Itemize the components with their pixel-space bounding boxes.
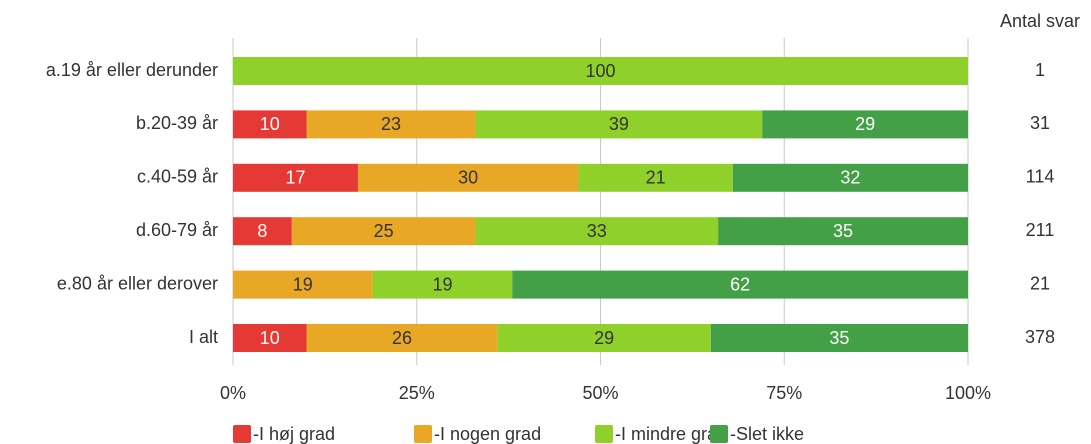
x-tick-label: 100% (945, 383, 991, 403)
count-label: 378 (1025, 327, 1055, 347)
bar-segment (233, 163, 358, 192)
bar-segment (233, 217, 292, 246)
bar-segment (233, 110, 307, 139)
data-label: 30 (458, 168, 478, 188)
bar-segment (497, 324, 711, 352)
bars: 100 10 23 39 29 17 30 21 32 8 25 33 35 19 19 62 10 26 29 35 (233, 57, 968, 352)
bar-segment (233, 270, 373, 299)
data-label: 35 (833, 221, 853, 241)
data-label: 62 (730, 274, 750, 294)
count-label: 114 (1026, 167, 1055, 187)
y-tick-label: I alt (189, 327, 218, 347)
data-label: 29 (594, 328, 614, 348)
y-tick-label: d.60-79 år (136, 220, 218, 240)
bar-segment (306, 324, 498, 352)
data-label: 32 (840, 168, 860, 188)
x-tick-label: 50% (582, 383, 618, 403)
count-label: 31 (1030, 113, 1050, 133)
data-label: 10 (260, 328, 280, 348)
count-header: Antal svar (1000, 11, 1080, 31)
legend-label: -I høj grad (253, 424, 335, 444)
y-tick-label: b.20-39 år (136, 113, 218, 133)
data-label: 23 (381, 114, 401, 134)
data-label: 25 (374, 221, 394, 241)
bar-segment (372, 270, 513, 299)
legend-swatch (595, 425, 613, 443)
legend-label: -Slet ikke (730, 424, 804, 444)
x-tick-label: 0% (220, 383, 246, 403)
y-tick-label: c.40-59 år (137, 167, 218, 187)
grid (232, 38, 969, 365)
legend-swatch (710, 425, 728, 443)
data-label: 10 (260, 114, 280, 134)
data-label: 26 (392, 328, 412, 348)
bar-segment (357, 163, 579, 192)
count-label: 211 (1026, 220, 1055, 240)
legend-label: -I mindre grad (615, 424, 727, 444)
bar-segment (762, 110, 968, 139)
count-label: 1 (1035, 60, 1045, 80)
bar-segment (512, 270, 968, 299)
y-tick-label: a.19 år eller derunder (46, 60, 218, 80)
x-tick-label: 25% (399, 383, 435, 403)
x-tick-label: 75% (766, 383, 802, 403)
data-label: 8 (257, 221, 267, 241)
bar-segment (233, 324, 307, 352)
bar-segment (710, 324, 968, 352)
bar-segment (306, 110, 476, 139)
bar-segment (475, 110, 763, 139)
data-label: 19 (432, 274, 452, 294)
bar-segment (578, 163, 733, 192)
legend-swatch (414, 425, 432, 443)
legend-label: -I nogen grad (434, 424, 541, 444)
bar-segment (475, 217, 719, 246)
bar-segment (718, 217, 968, 246)
data-label: 33 (587, 221, 607, 241)
data-label: 29 (855, 114, 875, 134)
bar-segment (233, 57, 968, 85)
y-tick-label: e.80 år eller derover (57, 273, 218, 293)
data-label: 19 (293, 274, 313, 294)
data-label: 35 (829, 328, 849, 348)
data-label: 39 (609, 114, 629, 134)
bar-segment (291, 217, 476, 246)
data-label: 21 (646, 168, 666, 188)
data-label: 100 (585, 61, 615, 81)
legend-swatch (233, 425, 251, 443)
bar-segment (732, 163, 968, 192)
data-label: 17 (285, 168, 305, 188)
count-label: 21 (1030, 273, 1050, 293)
